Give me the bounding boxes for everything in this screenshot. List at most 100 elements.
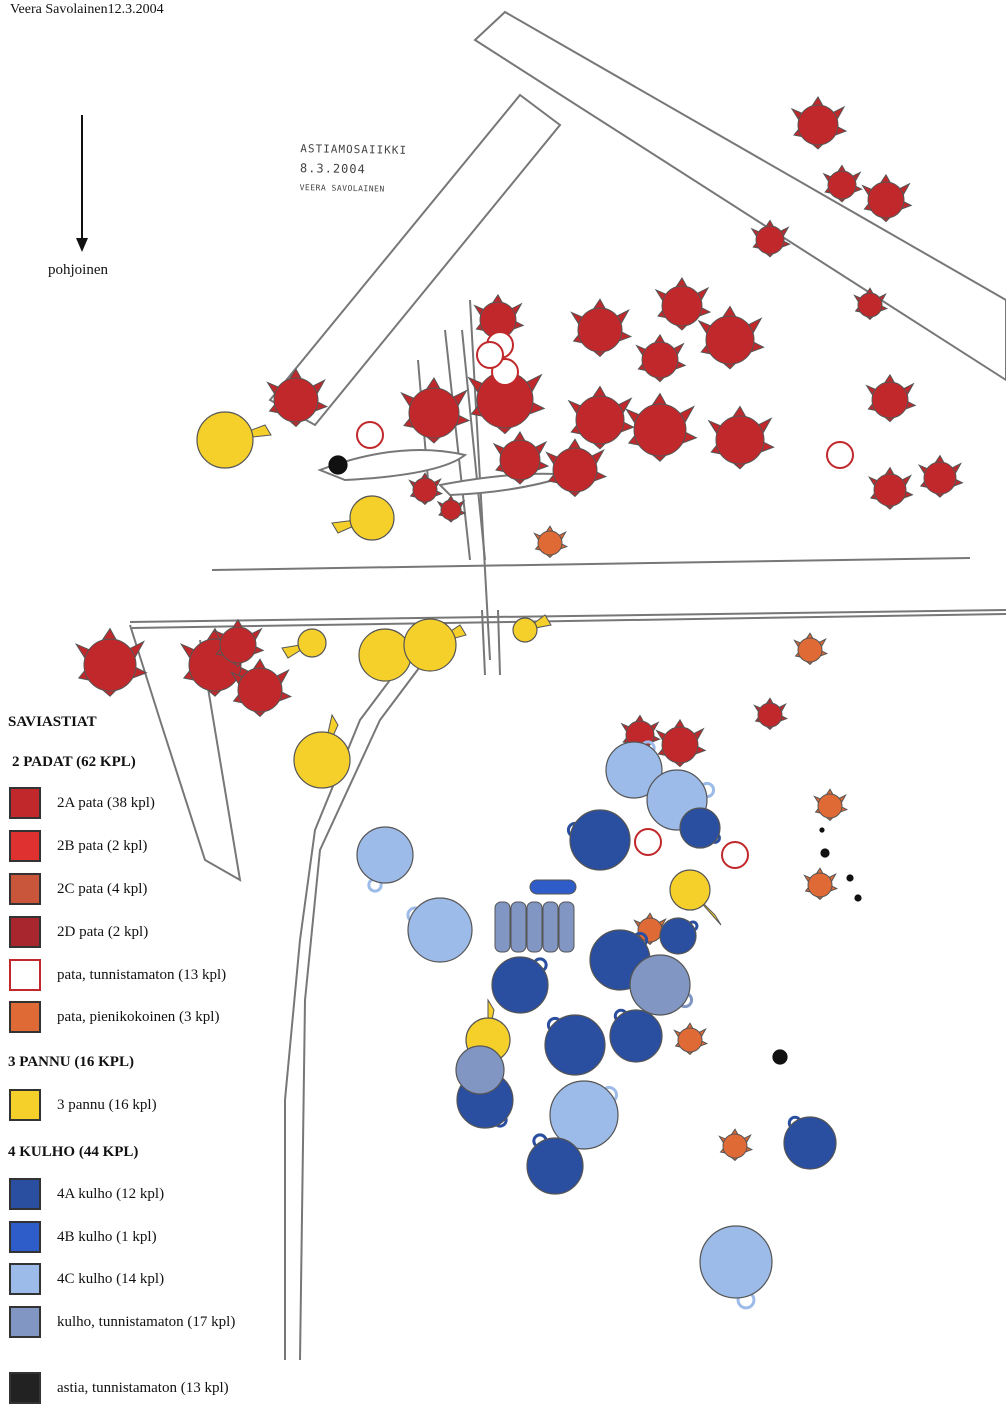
- swatch-2b: [9, 830, 41, 862]
- kulho-vessel: [544, 1014, 606, 1076]
- pata-vessel: [492, 431, 550, 485]
- kulho-unknown-vessel: [455, 1045, 505, 1095]
- astia-unknown-vessel: [328, 455, 348, 475]
- kulho-vessel: [679, 807, 721, 849]
- legend-group-padat: 2 PADAT (62 KPL): [12, 754, 136, 770]
- astia-unknown-vessel: [819, 827, 825, 833]
- legend-item-4a: 4A kulho (12 kpl): [9, 1178, 164, 1210]
- pata-vessel: [753, 697, 789, 731]
- legend-item-4c: 4C kulho (14 kpl): [9, 1263, 164, 1295]
- pannu-vessel: [281, 628, 327, 659]
- swatch-2c: [9, 873, 41, 905]
- astia-unknown-vessel: [854, 894, 862, 902]
- pata-vessel: [655, 718, 707, 768]
- pata-vessel: [230, 658, 293, 718]
- legend-label: 3 pannu (16 kpl): [57, 1096, 157, 1113]
- pata-vessel: [266, 368, 329, 428]
- astia-unknown-vessel: [772, 1049, 788, 1065]
- pata-vessel: [697, 305, 765, 370]
- pannu-vessel: [293, 713, 351, 789]
- legend-label: pata, pienikokoinen (3 kpl): [57, 1008, 220, 1025]
- pata-vessel: [790, 96, 848, 150]
- kulho-4b-vessel: [529, 879, 577, 895]
- swatch-4a: [9, 1178, 41, 1210]
- pannu-vessel: [512, 614, 552, 643]
- legend-label: astia, tunnistamaton (13 kpl): [57, 1379, 229, 1396]
- handwritten-title: ASTIAMOSAIIKKI: [300, 142, 408, 157]
- pata-vessel: [635, 333, 687, 383]
- pata-vessel: [436, 495, 467, 523]
- pata-vessel: [567, 385, 635, 450]
- pata-vessel: [408, 472, 444, 506]
- legend-item-2c: 2C pata (4 kpl): [9, 873, 147, 905]
- kulho-vessels: [356, 740, 837, 1310]
- legend-label: 4C kulho (14 kpl): [57, 1270, 165, 1287]
- handwritten-author: VEERA SAVOLAINEN: [299, 183, 385, 194]
- astia-unknown-vessel: [846, 874, 854, 882]
- legend-label: 4B kulho (1 kpl): [57, 1228, 157, 1245]
- pata-vessel: [213, 618, 265, 668]
- swatch-pata-small: [9, 1001, 41, 1033]
- legend-label: 2A pata (38 kpl): [57, 794, 155, 811]
- swatch-pannu: [9, 1089, 41, 1121]
- north-arrow-label: pohjoinen: [48, 262, 108, 278]
- pata-small-vessel: [813, 788, 849, 822]
- legend-label: 2B pata (2 kpl): [57, 837, 148, 854]
- pata-vessel: [861, 173, 913, 223]
- legend-item-2d: 2D pata (2 kpl): [9, 916, 148, 948]
- header-author-date: Veera Savolainen12.3.2004: [10, 2, 164, 17]
- swatch-astia-unknown: [9, 1372, 41, 1404]
- legend-label: pata, tunnistamaton (13 kpl): [57, 966, 227, 983]
- site-walls: [76, 10, 1006, 1361]
- legend-item-astia-unknown: astia, tunnistamaton (13 kpl): [9, 1372, 229, 1404]
- pata-vessel: [570, 298, 633, 358]
- kulho-vessel: [699, 1225, 773, 1310]
- pata-vessel: [867, 466, 914, 510]
- legend-label: 2D pata (2 kpl): [57, 923, 149, 940]
- handwritten-date: 8.3.2004: [299, 161, 366, 177]
- pata-small-vessel: [803, 867, 839, 901]
- pata-small-vessel: [533, 525, 569, 559]
- pata-vessel: [707, 405, 775, 470]
- legend-item-4b: 4B kulho (1 kpl): [9, 1221, 157, 1253]
- kulho-vessel: [549, 1080, 619, 1150]
- kulho-vessel: [526, 1133, 584, 1195]
- pata-vessel: [822, 164, 863, 203]
- pata-unknown-vessel: [476, 341, 504, 369]
- kulho-unknown-group: [494, 901, 575, 953]
- legend-title: SAVIASTIAT: [8, 714, 97, 730]
- pata-vessel: [865, 373, 917, 423]
- swatch-4b: [9, 1221, 41, 1253]
- kulho-vessel: [566, 809, 631, 871]
- kulho-vessel: [406, 897, 473, 963]
- legend-label: kulho, tunnistamaton (17 kpl): [57, 1313, 236, 1330]
- legend-item-2b: 2B pata (2 kpl): [9, 830, 147, 862]
- pata-2a-vessels: [74, 96, 964, 869]
- legend-item-3-pannu: 3 pannu (16 kpl): [9, 1089, 157, 1121]
- pata-vessel: [917, 454, 964, 498]
- pata-vessel: [654, 277, 712, 331]
- other-vessels: [196, 411, 862, 1162]
- swatch-kulho-unknown: [9, 1306, 41, 1338]
- legend-label: 4A kulho (12 kpl): [57, 1185, 165, 1202]
- pata-vessel: [400, 377, 471, 444]
- pata-unknown-vessel: [634, 828, 662, 856]
- kulho-vessel: [659, 917, 699, 955]
- kulho-vessel: [356, 826, 414, 893]
- astia-unknown-vessel: [820, 848, 830, 858]
- swatch-2d: [9, 916, 41, 948]
- kulho-vessel: [605, 740, 663, 799]
- legend-item-2a: 2A pata (38 kpl): [9, 787, 155, 819]
- legend-item-pata-small: pata, pienikokoinen (3 kpl): [9, 1001, 219, 1033]
- pannu-vessel: [196, 411, 272, 469]
- kulho-vessel: [629, 954, 694, 1016]
- legend-group-kulho: 4 KULHO (44 KPL): [8, 1144, 139, 1160]
- swatch-2a: [9, 787, 41, 819]
- kulho-vessel: [491, 956, 549, 1014]
- pata-small-vessel: [673, 1022, 709, 1056]
- kulho-vessel: [783, 1115, 837, 1170]
- pannu-vessel: [669, 869, 722, 926]
- pata-vessel: [545, 438, 608, 498]
- kulho-vessel: [609, 1008, 663, 1063]
